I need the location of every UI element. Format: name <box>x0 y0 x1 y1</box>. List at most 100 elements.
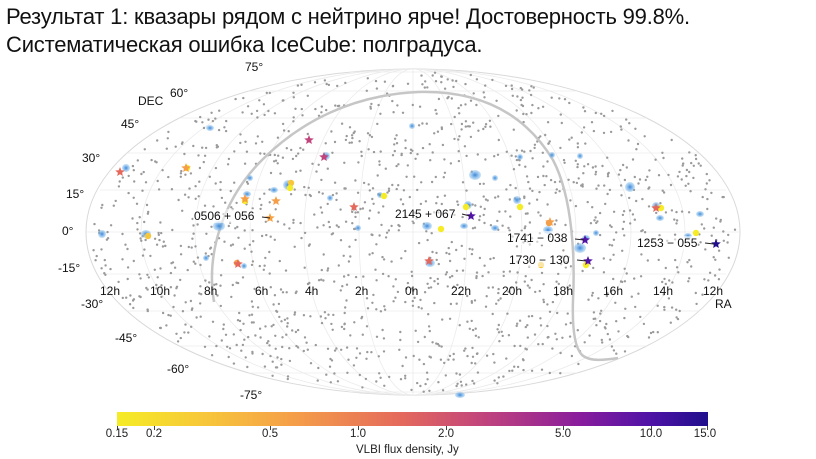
quasar-point <box>181 209 184 212</box>
quasar-point <box>524 325 527 329</box>
quasar-point <box>309 315 312 318</box>
neutrino-region <box>327 195 333 201</box>
quasar-point <box>336 84 339 88</box>
quasar-point <box>523 280 526 283</box>
quasar-point <box>160 284 163 287</box>
quasar-point <box>139 277 142 280</box>
quasar-point <box>475 352 479 356</box>
quasar-point <box>362 275 365 278</box>
quasar-point <box>520 103 523 107</box>
quasar-point <box>281 345 284 349</box>
quasar-star <box>304 135 314 144</box>
quasar-point <box>243 229 246 232</box>
neutrino-region <box>625 182 635 192</box>
quasar-point <box>537 107 540 110</box>
quasar-point <box>494 196 497 199</box>
quasar-point <box>694 157 698 161</box>
quasar-point <box>244 140 247 143</box>
quasar-point <box>501 224 504 227</box>
dec-label: -30° <box>81 297 104 311</box>
quasar-point <box>241 111 244 114</box>
quasar-point <box>447 246 450 250</box>
quasar-point <box>456 200 459 203</box>
quasar-point <box>688 170 691 174</box>
quasar-point <box>497 114 500 118</box>
quasar-point <box>93 222 96 226</box>
quasar-point <box>136 228 139 231</box>
quasar-point <box>264 220 267 223</box>
quasar-point <box>424 200 428 203</box>
quasar-point <box>450 122 453 126</box>
quasar-point <box>258 99 261 102</box>
quasar-point <box>634 127 637 130</box>
neutrino-region <box>491 225 499 231</box>
quasar-point <box>522 112 525 116</box>
quasar-point <box>551 347 554 350</box>
quasar-point <box>365 325 369 328</box>
quasar-point <box>117 280 120 284</box>
quasar-point <box>516 365 520 369</box>
quasar-point <box>493 155 496 158</box>
quasar-point <box>425 230 428 233</box>
quasar-point <box>689 190 692 193</box>
ra-label: 8h <box>204 284 218 298</box>
quasar-point <box>319 315 323 318</box>
quasar-point <box>539 214 542 217</box>
quasar-point <box>634 305 637 309</box>
quasar-point <box>375 243 378 246</box>
quasar-point <box>678 170 681 174</box>
quasar-point <box>600 112 603 116</box>
quasar-point <box>294 107 297 111</box>
quasar-point <box>727 233 730 237</box>
quasar-point <box>446 78 449 81</box>
quasar-point <box>705 172 708 176</box>
quasar-point <box>398 224 401 228</box>
quasar-point <box>673 233 677 236</box>
galactic-plane <box>210 90 619 362</box>
neutrino-region <box>492 175 498 181</box>
quasar-point <box>387 187 391 190</box>
quasar-point <box>165 147 168 150</box>
quasar-point <box>436 195 439 199</box>
quasar-point <box>181 310 185 313</box>
quasar-point <box>211 119 215 123</box>
quasar-point <box>534 290 537 294</box>
quasar-point <box>266 341 269 345</box>
quasar-point <box>549 178 553 182</box>
quasar-point <box>237 236 240 239</box>
quasar-point <box>491 78 494 82</box>
quasar-point <box>238 311 241 315</box>
quasar-point <box>380 223 383 227</box>
quasar-point <box>688 277 691 280</box>
quasar-point <box>542 298 545 301</box>
quasar-point <box>657 174 661 177</box>
quasar-point <box>440 345 443 348</box>
quasar-point <box>136 221 139 225</box>
quasar-point <box>464 125 467 128</box>
quasar-point <box>112 204 116 207</box>
ra-axis-label: RA <box>715 297 732 311</box>
quasar-point <box>344 138 348 142</box>
quasar-point <box>263 152 266 155</box>
quasar-point <box>652 330 655 334</box>
quasar-point <box>556 311 559 315</box>
quasar-point <box>376 174 379 177</box>
quasar-point <box>682 162 685 165</box>
quasar-point <box>103 272 106 275</box>
quasar-point <box>190 308 194 311</box>
quasar-point <box>227 224 230 228</box>
neutrino-quasar-stars <box>115 135 721 268</box>
quasar-point <box>694 291 697 295</box>
quasar-point <box>379 376 382 379</box>
quasar-point <box>378 163 381 166</box>
quasar-point <box>138 273 141 276</box>
quasar-point <box>710 191 713 195</box>
quasar-point <box>155 243 159 246</box>
quasar-point <box>647 205 651 208</box>
quasar-point <box>484 158 487 161</box>
quasar-point <box>576 146 580 149</box>
quasar-point <box>608 243 611 247</box>
quasar-point <box>219 304 222 308</box>
quasar-point <box>546 121 550 124</box>
quasar-point <box>726 241 729 244</box>
